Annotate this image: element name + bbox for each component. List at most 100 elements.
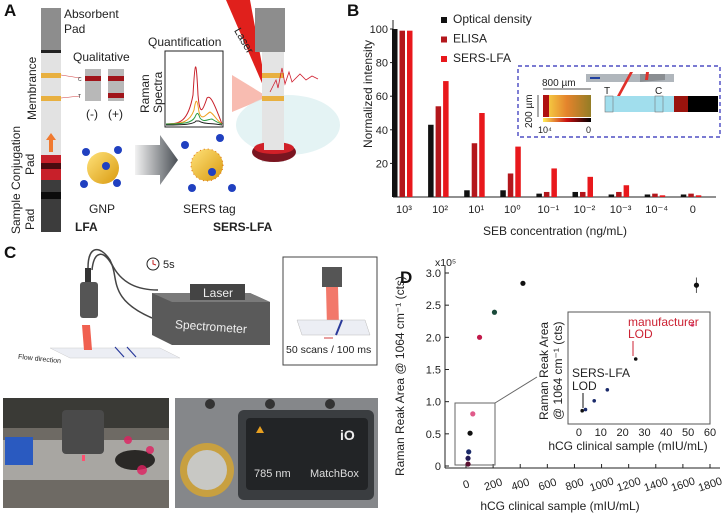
x-tick-label: 0 xyxy=(690,204,696,216)
flow-direction-label: Flow direction xyxy=(18,354,62,365)
clock-icon xyxy=(146,257,160,271)
spectra-label: Spectra xyxy=(151,71,165,113)
x-tick-label: 10⁻³ xyxy=(610,204,632,216)
inset-data-point xyxy=(690,323,695,327)
bar-elisa xyxy=(616,191,622,197)
gnp-particle xyxy=(80,146,122,188)
bar-optical-density xyxy=(608,194,615,197)
manufacturer-lod-label: manufacturer xyxy=(628,315,699,329)
data-point xyxy=(466,449,472,455)
panel-label-d: D xyxy=(400,268,412,287)
test-line-label: T xyxy=(78,94,81,100)
x-tick-label: 10² xyxy=(432,204,448,216)
inset-control-line-label: C xyxy=(655,86,662,97)
bar-elisa xyxy=(688,193,694,197)
raman-label: Raman xyxy=(138,74,152,113)
y-axis-label: Normalized intensity xyxy=(361,40,375,148)
x-tick-label: 800 xyxy=(564,476,585,493)
arrow-icon xyxy=(135,135,178,185)
sers-tag-particle xyxy=(181,134,236,192)
scans-label: 50 scans / 100 ms xyxy=(286,344,371,356)
lfa-strip xyxy=(41,8,61,232)
x-tick-label: 1000 xyxy=(588,475,615,494)
data-point xyxy=(491,309,498,315)
bar-elisa xyxy=(471,143,478,197)
y-tick-label: 100 xyxy=(370,24,388,36)
lfa-label: LFA xyxy=(75,220,98,234)
bar-optical-density xyxy=(392,29,398,197)
sers-lfa-label: SERS-LFA xyxy=(213,220,273,234)
sers-lfa-lod-label-2: LOD xyxy=(572,379,597,393)
colorbar-max-label: 10⁴ xyxy=(538,125,552,135)
qualitative-label: Qualitative xyxy=(73,50,130,64)
inset-height-label: 200 µm xyxy=(524,94,535,128)
data-point xyxy=(476,334,483,340)
bar-optical-density xyxy=(572,191,578,197)
y-tick-label: 3.0 xyxy=(426,268,441,280)
x-tick-label: 10⁻¹ xyxy=(538,204,560,216)
x-tick-label: 10⁰ xyxy=(504,204,521,216)
conjugation-pad-label: Conjugation xyxy=(9,126,23,190)
brand-logo: iO xyxy=(340,427,355,443)
x-tick-label: 10⁻² xyxy=(574,204,596,216)
legend-swatch xyxy=(441,56,447,62)
scatter-chart: 00.51.01.52.02.53.00 200 400 600 800 1000 1200… xyxy=(393,257,724,513)
time-label: 5s xyxy=(163,259,175,271)
inset-strip-map xyxy=(517,65,721,138)
quantification-label: Quantification xyxy=(148,35,221,49)
inset-test-line-label: T xyxy=(604,86,610,97)
inset-y-axis-label: Raman Reak Area xyxy=(537,322,551,420)
bar-sers-lfa xyxy=(515,146,521,197)
wavelength-label: 785 nm xyxy=(254,468,291,480)
qualitative-strips xyxy=(60,69,124,101)
bar-optical-density xyxy=(536,193,542,197)
conjugation-pad-label-2: Pad xyxy=(23,154,37,175)
data-point xyxy=(470,411,476,417)
inset-y-axis-label-2: @ 1064 cm⁻¹ (cts) xyxy=(551,321,565,420)
inset-frame xyxy=(567,311,711,425)
matchbox-label: MatchBox xyxy=(310,468,359,480)
zoom-connector xyxy=(494,376,538,404)
x-tick-label: 1800 xyxy=(697,475,724,494)
inset-x-tick-label: 0 xyxy=(576,427,582,439)
legend-swatch xyxy=(441,17,447,23)
x-tick-label: 10³ xyxy=(396,204,412,216)
bar-elisa xyxy=(543,191,550,197)
bar-optical-density xyxy=(644,194,651,197)
y-tick-label: 2.5 xyxy=(426,300,441,312)
inset-x-tick-label: 60 xyxy=(704,427,716,439)
inset-data-point xyxy=(633,357,638,361)
inset-data-point xyxy=(592,399,597,403)
x-axis-label: SEB concentration (ng/mL) xyxy=(483,224,627,238)
y-tick-label: 60 xyxy=(376,91,388,103)
bar-sers-lfa xyxy=(623,185,630,197)
y-tick-label: 1.5 xyxy=(426,365,441,377)
bar-elisa xyxy=(507,173,514,197)
x-axis-label: hCG clinical sample (mIU/mL) xyxy=(480,499,639,513)
sers-tag-label: SERS tag xyxy=(183,202,236,216)
y-tick-label: 0.5 xyxy=(426,429,441,441)
inset-data-point xyxy=(583,407,588,412)
y-tick-label: 80 xyxy=(376,58,388,70)
bar-elisa xyxy=(580,191,586,197)
membrane-label: Membrance xyxy=(25,56,39,120)
laser-warning-icon xyxy=(256,426,264,433)
data-point xyxy=(520,280,526,286)
control-line-label: C xyxy=(78,77,82,83)
bar-sers-lfa xyxy=(443,81,449,197)
bar-elisa xyxy=(435,106,442,197)
setup-illustration xyxy=(49,249,270,359)
x-tick-label: 1600 xyxy=(670,475,697,494)
x-tick-label: 10⁻⁴ xyxy=(645,204,668,216)
y-tick-label: 1.0 xyxy=(426,397,441,409)
inset-x-tick-label: 30 xyxy=(638,427,650,439)
panel-label-a: A xyxy=(4,1,16,20)
gnp-label: GNP xyxy=(89,202,115,216)
y-scale-label: x10⁵ xyxy=(435,257,456,269)
y-tick-label: 2.0 xyxy=(426,332,441,344)
y-tick-label: 0 xyxy=(435,461,441,473)
y-tick-label: 20 xyxy=(376,158,388,170)
x-tick-label: 0 xyxy=(462,478,472,491)
laser-beam xyxy=(226,0,268,112)
